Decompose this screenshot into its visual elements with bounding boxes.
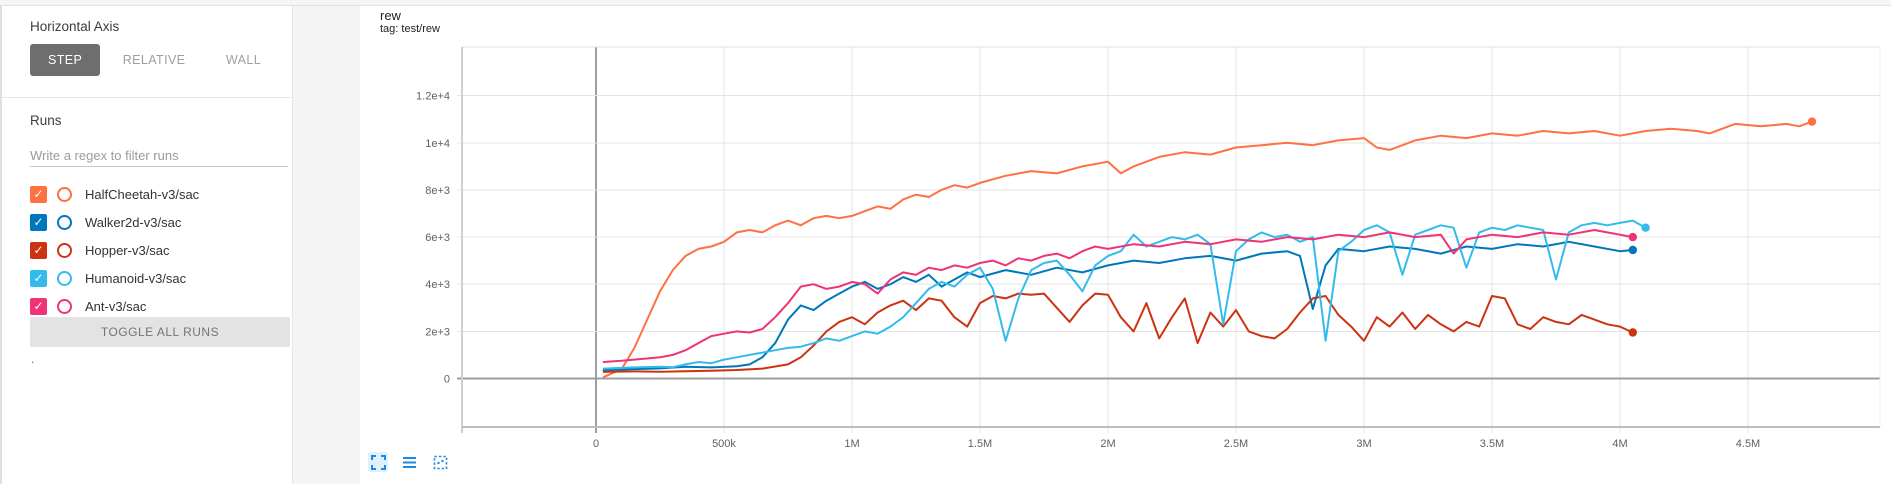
chart-tag: tag: test/rew	[380, 23, 440, 35]
run-color-ring-icon	[57, 298, 72, 314]
run-color-ring-icon	[57, 242, 72, 258]
x-tick-label: 4M	[1612, 438, 1627, 450]
chart-card: rew tag: test/rew 0 500k 1M 1.5M 2M 2.5M 3M 3.5…	[360, 6, 1891, 484]
run-checkbox[interactable]: ✓	[30, 269, 47, 287]
y-tick-label: 6e+3	[425, 232, 450, 244]
toggle-all-runs-button[interactable]: TOGGLE ALL RUNS	[30, 317, 290, 347]
run-row-walker2d[interactable]: ✓ Walker2d-v3/sac	[30, 208, 290, 236]
run-color-ring-icon	[57, 214, 72, 230]
x-tick-label: 0	[593, 438, 599, 450]
x-tick-label: 4.5M	[1736, 438, 1760, 450]
run-label: HalfCheetah-v3/sac	[85, 186, 200, 202]
chart-title: rew	[380, 8, 401, 23]
series-line-Ant-v3/sac	[602, 229, 1634, 363]
run-filter-input[interactable]	[30, 144, 288, 167]
y-tick-label: 0	[444, 374, 450, 386]
x-tick-label: 1M	[844, 438, 859, 450]
y-tick-label: 1.2e+4	[416, 91, 450, 103]
run-list: ✓ HalfCheetah-v3/sac ✓ Walker2d-v3/sac ✓…	[30, 180, 290, 320]
scalar-chart[interactable]: 0 500k 1M 1.5M 2M 2.5M 3M 3.5M 4M 4.5M 0 2e+3 4e+3 6e…	[360, 6, 1891, 484]
plot-frame	[461, 46, 1881, 433]
runs-lines-icon[interactable]	[399, 452, 419, 472]
layout-gutter	[293, 6, 360, 484]
axis-tick-labels: 0 500k 1M 1.5M 2M 2.5M 3M 3.5M 4M 4.5M 0 2e+3 4e+3 6e…	[416, 91, 1760, 450]
series-line-HalfCheetah-v3/sac	[602, 120, 1813, 379]
y-tick-label: 4e+3	[425, 279, 450, 291]
x-tick-label: 2.5M	[1224, 438, 1248, 450]
run-row-hopper[interactable]: ✓ Hopper-v3/sac	[30, 236, 290, 264]
series-end-dot-Hopper-v3/sac	[1628, 328, 1638, 337]
x-tick-label: 3.5M	[1480, 438, 1504, 450]
series-lines	[602, 117, 1817, 379]
step-button[interactable]: STEP	[30, 44, 101, 76]
x-tick-label: 500k	[712, 438, 736, 450]
chart-footer-toolbar	[368, 452, 450, 472]
horizontal-axis-label: Horizontal Axis	[30, 19, 120, 34]
series-end-dot-Humanoid-v3/sac	[1641, 223, 1650, 232]
y-tick-label: 2e+3	[425, 326, 450, 338]
series-line-Hopper-v3/sac	[602, 292, 1634, 373]
run-label: Walker2d-v3/sac	[85, 214, 182, 230]
run-label: Humanoid-v3/sac	[85, 270, 187, 286]
y-tick-label: 8e+3	[425, 185, 450, 197]
run-checkbox[interactable]: ✓	[30, 297, 47, 315]
runs-heading: Runs	[30, 113, 62, 128]
axis-button-group: STEP RELATIVE WALL	[30, 44, 279, 76]
x-gridlines	[595, 47, 1749, 433]
wall-button[interactable]: WALL	[208, 44, 279, 76]
data-selector-icon[interactable]	[430, 452, 450, 472]
page-top-border	[0, 5, 1891, 6]
run-color-ring-icon	[57, 270, 72, 286]
x-tick-label: 3M	[1356, 438, 1371, 450]
expand-chart-icon[interactable]	[368, 452, 388, 472]
run-checkbox[interactable]: ✓	[30, 185, 47, 203]
x-tick-label: 2M	[1100, 438, 1115, 450]
sidebar: Horizontal Axis STEP RELATIVE WALL Runs …	[0, 6, 293, 484]
series-end-dot-HalfCheetah-v3/sac	[1807, 117, 1817, 126]
series-end-dot-Ant-v3/sac	[1628, 232, 1638, 242]
run-checkbox[interactable]: ✓	[30, 213, 47, 231]
run-color-ring-icon	[57, 186, 72, 202]
relative-button[interactable]: RELATIVE	[105, 44, 204, 76]
run-label: Ant-v3/sac	[85, 298, 147, 314]
y-tick-label: 1e+4	[425, 138, 450, 150]
run-row-ant[interactable]: ✓ Ant-v3/sac	[30, 292, 290, 320]
sidebar-footer-dot: .	[31, 352, 35, 366]
series-line-Walker2d-v3/sac	[602, 240, 1634, 372]
run-label: Hopper-v3/sac	[85, 242, 170, 258]
run-row-halfcheetah[interactable]: ✓ HalfCheetah-v3/sac	[30, 180, 290, 208]
run-row-humanoid[interactable]: ✓ Humanoid-v3/sac	[30, 264, 290, 292]
series-line-Humanoid-v3/sac	[602, 219, 1647, 370]
sidebar-divider	[2, 97, 292, 98]
series-end-dot-Walker2d-v3/sac	[1628, 245, 1638, 255]
run-checkbox[interactable]: ✓	[30, 241, 47, 259]
x-tick-label: 1.5M	[968, 438, 992, 450]
y-gridlines	[457, 95, 1880, 380]
